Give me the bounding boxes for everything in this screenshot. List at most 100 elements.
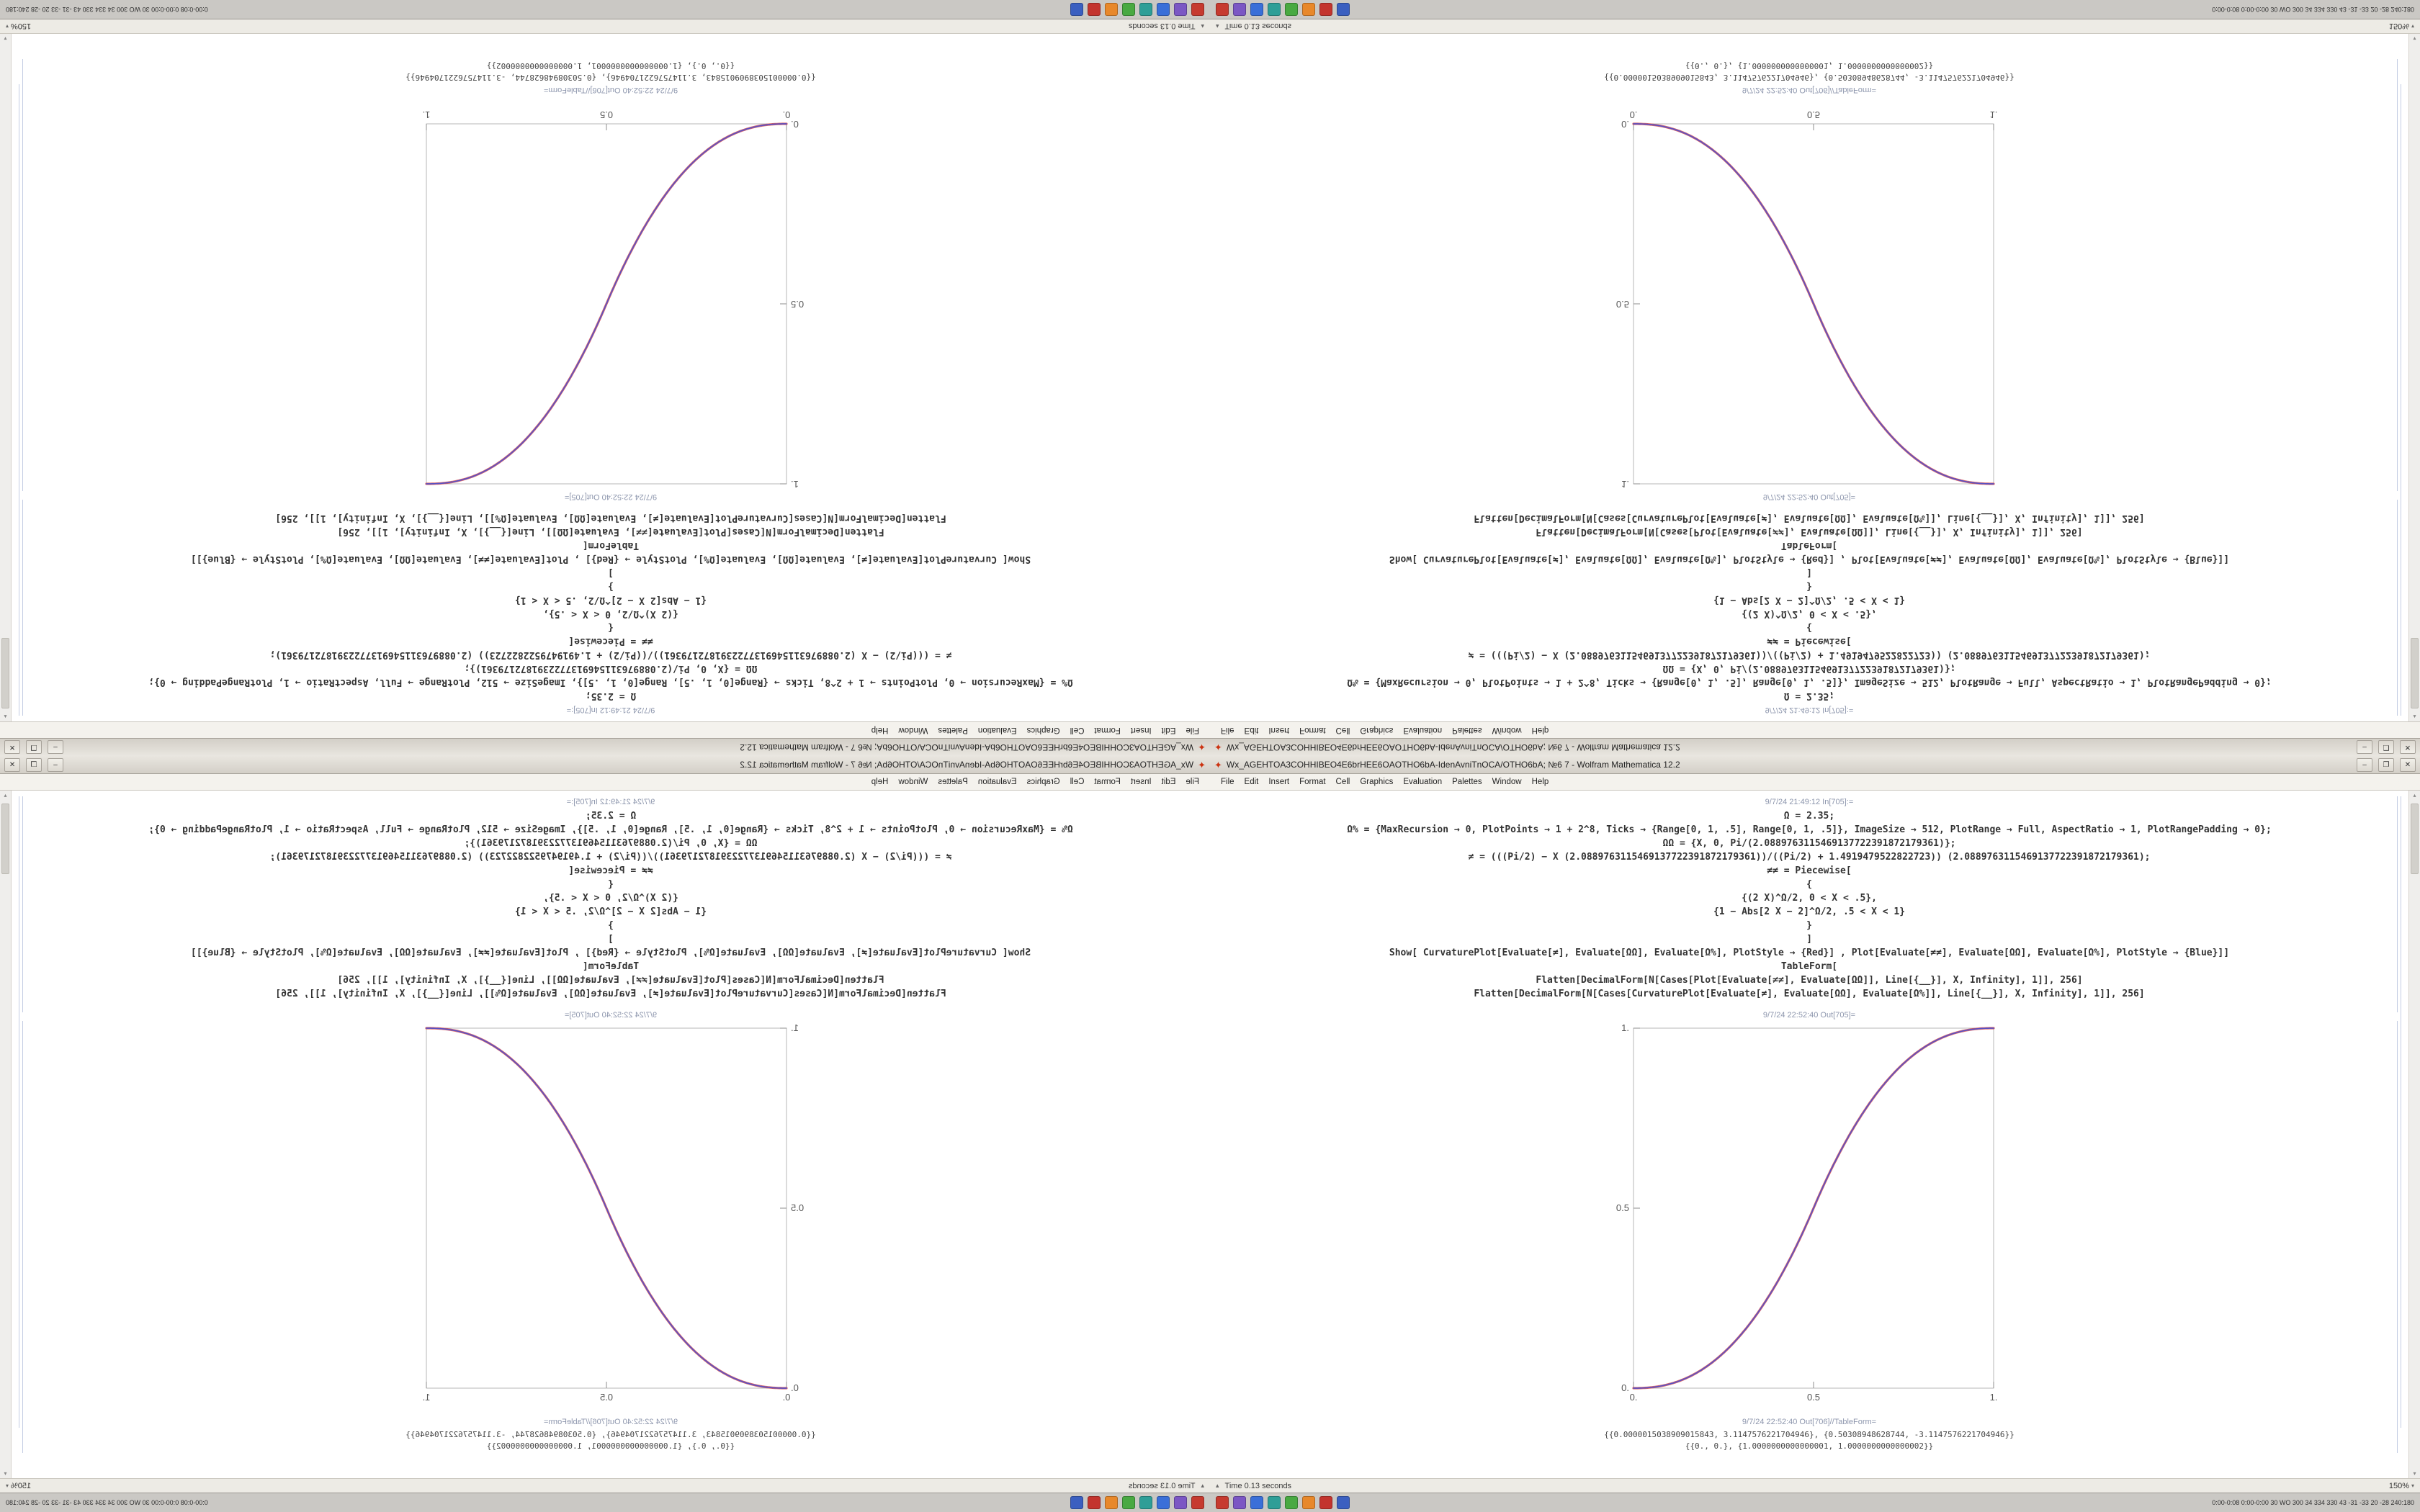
code-line[interactable]: ] — [608, 934, 614, 945]
code-line[interactable]: Flatten[DecimalForm[N[Cases[Plot[Evaluat… — [1536, 975, 2083, 986]
menu-format[interactable]: Format — [1299, 778, 1326, 786]
taskbar-app-icon-7[interactable] — [1319, 3, 1332, 16]
taskbar-app-icon-3[interactable] — [1250, 3, 1263, 16]
code-line[interactable]: ΩΩ = {X, 0, Pi/(2.0889763115469137722391… — [1662, 838, 1956, 849]
menu-file[interactable]: File — [1186, 778, 1199, 786]
menu-help[interactable]: Help — [1531, 726, 1549, 734]
code-line[interactable]: Ω = 2.35; — [1783, 811, 1835, 822]
taskbar-app-icon-6[interactable] — [1105, 3, 1118, 16]
code-line[interactable]: ] — [1806, 567, 1812, 578]
code-line[interactable]: Flatten[DecimalForm[N[Cases[CurvaturePlo… — [1474, 989, 2145, 999]
code-line[interactable]: ΩΩ = {X, 0, Pi/(2.0889763115469137722391… — [464, 663, 758, 674]
code-line[interactable]: Flatten[DecimalForm[N[Cases[Plot[Evaluat… — [337, 526, 884, 537]
code-line[interactable]: ≠≠ = Piecewise[ — [568, 636, 653, 647]
menu-file[interactable]: File — [1221, 726, 1234, 734]
code-line[interactable]: ≠ = (((Pi/2) − X (2.08897631154691377223… — [1468, 649, 2151, 660]
code-line[interactable]: {(2 X)^Ω/2, 0 < X < .5}, — [543, 608, 678, 619]
code-line[interactable]: ≠≠ = Piecewise[ — [568, 865, 653, 876]
magnification-control[interactable]: 150% ▾ — [6, 22, 31, 31]
menu-insert[interactable]: Insert — [1130, 778, 1152, 786]
taskbar-app-icon-8[interactable] — [1070, 1496, 1083, 1509]
scrollbar-up-icon[interactable]: ▴ — [4, 792, 7, 798]
notebook-canvas[interactable]: 9/7/24 21:49:12 In[705]:= Ω = 2.35; Ω% =… — [12, 34, 1210, 721]
cell-bracket[interactable] — [22, 59, 23, 491]
magnification-control[interactable]: 150% ▾ — [6, 1482, 31, 1490]
menu-graphics[interactable]: Graphics — [1026, 778, 1060, 786]
scrollbar-thumb[interactable] — [2411, 638, 2419, 708]
taskbar-app-icon-6[interactable] — [1105, 1496, 1118, 1509]
menu-evaluation[interactable]: Evaluation — [977, 778, 1017, 786]
menu-edit[interactable]: Edit — [1161, 778, 1176, 786]
code-line[interactable]: Ω% = {MaxRecursion → 0, PlotPoints → 1 +… — [1347, 824, 2272, 835]
scrollbar-up-icon[interactable]: ▴ — [2413, 714, 2416, 720]
expander-icon[interactable]: ▴ — [1216, 23, 1219, 30]
taskbar-app-icon-2[interactable] — [1233, 3, 1246, 16]
menu-window[interactable]: Window — [898, 726, 928, 734]
taskbar-app-icon-8[interactable] — [1070, 3, 1083, 16]
menu-palettes[interactable]: Palettes — [1452, 778, 1482, 786]
menu-insert[interactable]: Insert — [1268, 778, 1290, 786]
code-line[interactable]: {(2 X)^Ω/2, 0 < X < .5}, — [543, 893, 678, 904]
code-line[interactable]: Show[ CurvaturePlot[Evaluate[≠], Evaluat… — [1389, 948, 2230, 958]
magnification-control[interactable]: 150% ▾ — [2389, 22, 2414, 31]
menu-cell[interactable]: Cell — [1070, 726, 1085, 734]
code-line[interactable]: ΩΩ = {X, 0, Pi/(2.0889763115469137722391… — [464, 838, 758, 849]
code-line[interactable]: {(2 X)^Ω/2, 0 < X < .5}, — [1742, 893, 1877, 904]
code-line[interactable]: } — [1806, 581, 1812, 592]
minimize-button[interactable]: – — [2357, 740, 2372, 755]
code-line[interactable]: Ω = 2.35; — [1783, 690, 1835, 701]
code-line[interactable]: ≠ = (((Pi/2) − X (2.08897631154691377223… — [1468, 852, 2151, 863]
code-line[interactable]: Show[ CurvaturePlot[Evaluate[≠], Evaluat… — [190, 554, 1031, 564]
code-line[interactable]: } — [608, 581, 614, 592]
taskbar-app-icon-7[interactable] — [1088, 1496, 1101, 1509]
cell-bracket[interactable] — [2397, 796, 2398, 1012]
scrollbar-thumb[interactable] — [2411, 804, 2419, 874]
taskbar-app-icon-8[interactable] — [1337, 1496, 1350, 1509]
menu-insert[interactable]: Insert — [1268, 726, 1290, 734]
taskbar-app-icon-4[interactable] — [1139, 3, 1152, 16]
code-line[interactable]: ] — [608, 567, 614, 578]
code-line[interactable]: } — [608, 920, 614, 931]
code-line[interactable]: ≠ = (((Pi/2) − X (2.08897631154691377223… — [269, 649, 952, 660]
maximize-button[interactable]: ❐ — [26, 740, 42, 755]
menu-format[interactable]: Format — [1094, 778, 1121, 786]
close-button[interactable]: ✕ — [4, 740, 20, 755]
taskbar-app-icon-4[interactable] — [1268, 3, 1281, 16]
menu-insert[interactable]: Insert — [1130, 726, 1152, 734]
minimize-button[interactable]: – — [2357, 757, 2372, 772]
menu-graphics[interactable]: Graphics — [1360, 726, 1394, 734]
code-line[interactable]: { — [608, 622, 614, 633]
scrollbar[interactable]: ▴ ▾ — [0, 791, 12, 1478]
cell-bracket[interactable] — [2397, 500, 2398, 716]
taskbar-app-icon-3[interactable] — [1157, 1496, 1170, 1509]
taskbar-app-icon-6[interactable] — [1302, 1496, 1315, 1509]
menu-format[interactable]: Format — [1094, 726, 1121, 734]
taskbar-app-icon-3[interactable] — [1157, 3, 1170, 16]
menu-palettes[interactable]: Palettes — [938, 726, 968, 734]
scrollbar-down-icon[interactable]: ▾ — [2413, 1470, 2416, 1477]
code-line[interactable]: Ω% = {MaxRecursion → 0, PlotPoints → 1 +… — [148, 677, 1073, 688]
notebook-canvas[interactable]: 9/7/24 21:49:12 In[705]:= Ω = 2.35; Ω% =… — [1210, 34, 2408, 721]
close-button[interactable]: ✕ — [2400, 757, 2416, 772]
taskbar-app-icon-5[interactable] — [1285, 1496, 1298, 1509]
expander-icon[interactable]: ▴ — [1216, 1482, 1219, 1489]
menu-graphics[interactable]: Graphics — [1360, 778, 1394, 786]
minimize-button[interactable]: – — [48, 740, 63, 755]
taskbar-app-icon-4[interactable] — [1139, 1496, 1152, 1509]
taskbar-app-icon-7[interactable] — [1088, 3, 1101, 16]
menu-evaluation[interactable]: Evaluation — [1403, 778, 1443, 786]
expander-icon[interactable]: ▴ — [1201, 1482, 1204, 1489]
menu-help[interactable]: Help — [871, 778, 889, 786]
menu-palettes[interactable]: Palettes — [1452, 726, 1482, 734]
menu-cell[interactable]: Cell — [1070, 778, 1085, 786]
taskbar-app-icon-4[interactable] — [1268, 1496, 1281, 1509]
menu-evaluation[interactable]: Evaluation — [977, 726, 1017, 734]
menu-edit[interactable]: Edit — [1244, 726, 1259, 734]
minimize-button[interactable]: – — [48, 757, 63, 772]
taskbar-app-icon-8[interactable] — [1337, 3, 1350, 16]
maximize-button[interactable]: ❐ — [2378, 740, 2394, 755]
code-line[interactable]: Flatten[DecimalForm[N[Cases[Plot[Evaluat… — [337, 975, 884, 986]
menu-help[interactable]: Help — [1531, 778, 1549, 786]
close-button[interactable]: ✕ — [2400, 740, 2416, 755]
taskbar-app-icon-5[interactable] — [1122, 1496, 1135, 1509]
